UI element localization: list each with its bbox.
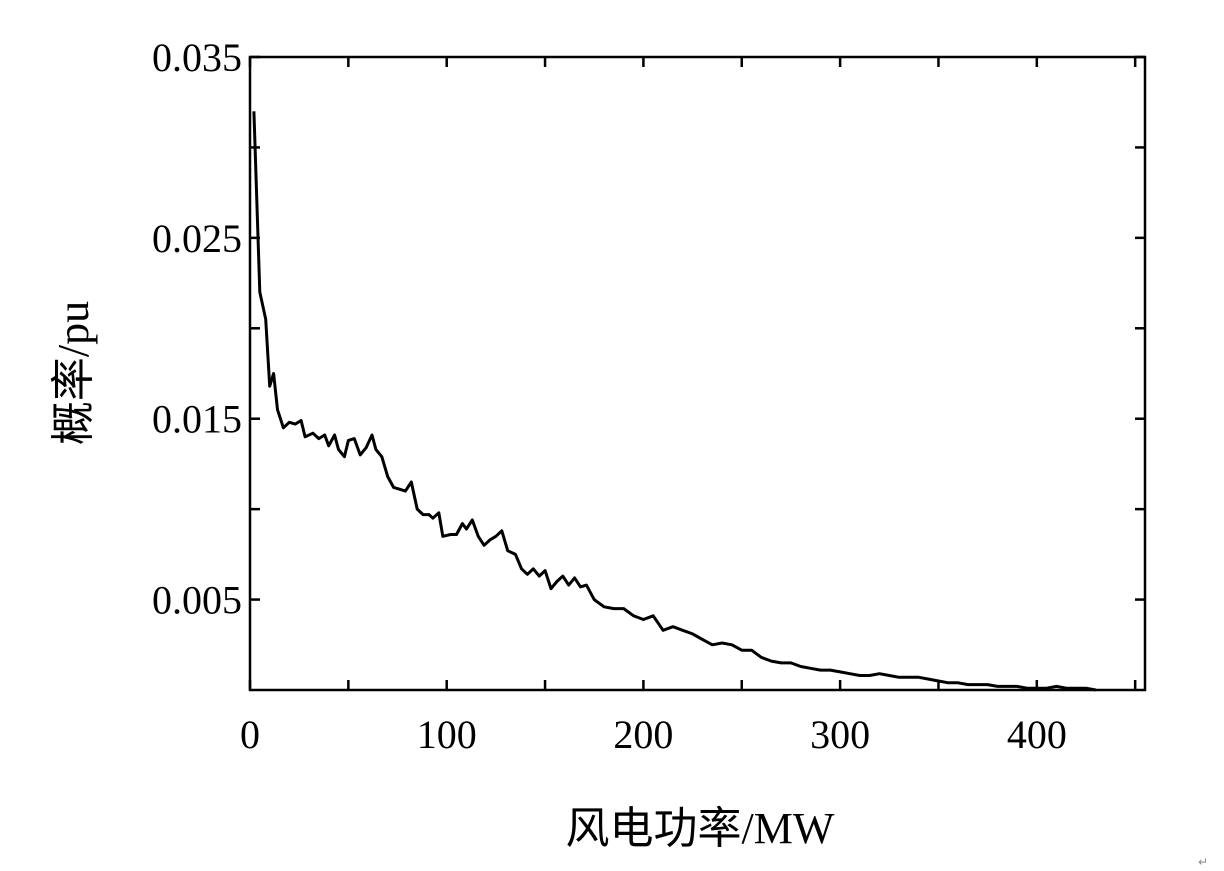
return-mark: ↵ [1198,855,1208,869]
x-tick-label: 100 [417,712,477,757]
x-tick-label: 200 [613,712,673,757]
x-tick-labels: 0 100 200 300 400 [240,712,1067,757]
y-tick-label: 0.025 [152,216,242,261]
x-axis-label: 风电功率/MW [566,804,835,853]
y-tick-label: 0.035 [152,35,242,80]
y-axis-label: 概率/pu [49,301,98,445]
x-tick-label: 0 [240,712,260,757]
y-tick-labels: 0.005 0.015 0.025 0.035 [152,35,242,623]
y-tick-label: 0.015 [152,397,242,442]
x-tick-label: 300 [810,712,870,757]
plot-frame [248,55,1147,692]
y-tick-label: 0.005 [152,578,242,623]
series-line [252,111,1097,692]
tick-marks [248,55,1145,690]
x-tick-label: 400 [1007,712,1067,757]
